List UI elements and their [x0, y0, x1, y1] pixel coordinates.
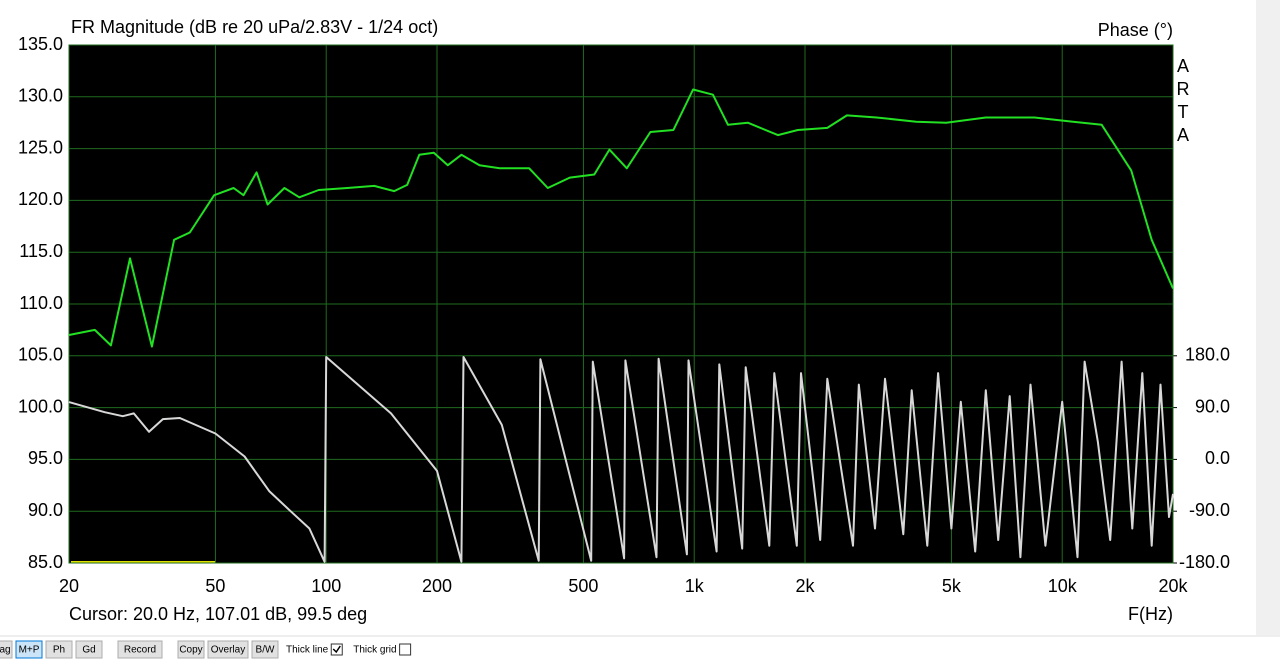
checkbox-label: Thick line: [286, 645, 329, 656]
y-tick-label: 105.0: [18, 345, 63, 365]
toolbar: ag M+P Ph Gd Record Copy Overlay B/W Thick line T…: [0, 640, 412, 659]
checkbox-label: Thick grid: [353, 645, 396, 656]
checkbox-check: [332, 645, 341, 654]
y-tick-label: 115.0: [19, 241, 63, 261]
y-tick-label: 125.0: [18, 137, 63, 157]
toolbar-button[interactable]: [207, 640, 249, 659]
y2-tick-label: -90.0: [1189, 500, 1230, 520]
x-tick-label: 1k: [685, 576, 705, 596]
toolbar-button[interactable]: [177, 640, 205, 659]
toolbar-button[interactable]: [45, 640, 73, 659]
y-tick-label: 95.0: [28, 448, 63, 468]
button-label: M+P: [19, 645, 40, 656]
x-tick-label: 500: [568, 576, 598, 596]
y-tick-label: 90.0: [28, 500, 63, 520]
watermark: ARTA: [1173, 56, 1193, 148]
button-label: ag: [0, 645, 11, 656]
button-label: Overlay: [211, 645, 245, 656]
toolbar-button[interactable]: [117, 640, 163, 659]
plot-frame: [68, 44, 1174, 564]
x-tick-label: 20k: [1158, 576, 1188, 596]
x-tick-label: 200: [422, 576, 452, 596]
checkbox[interactable]: [330, 643, 343, 656]
x-tick-label: 50: [205, 576, 225, 596]
y2-axis-label: Phase (°): [1098, 20, 1173, 40]
y2-tick-label: -180.0: [1179, 552, 1230, 572]
y2-tick-label: 0.0: [1205, 448, 1230, 468]
toolbar-button[interactable]: [251, 640, 279, 659]
toolbar-button[interactable]: [0, 640, 13, 659]
phase-curve: [68, 356, 1174, 563]
y-tick-label: 120.0: [18, 189, 63, 209]
magnitude-curve: [68, 88, 1174, 348]
x-tick-label: 5k: [942, 576, 962, 596]
button-label: B/W: [256, 645, 275, 656]
x-tick-label: 100: [311, 576, 341, 596]
checkbox[interactable]: [399, 643, 412, 656]
x-tick-label: 2k: [795, 576, 815, 596]
button-label: Ph: [53, 645, 65, 656]
chart-title: FR Magnitude (dB re 20 uPa/2.83V - 1/24 …: [71, 17, 438, 37]
y-tick-label: 110.0: [19, 293, 63, 313]
y-tick-label: 135.0: [18, 34, 63, 54]
plot-layer: 20 50 100 200 500 1k 2k 5k 10k 20k 85.0 90.0 95.0 100…: [18, 34, 1230, 596]
y-tick-label: 100.0: [18, 396, 63, 416]
y-tick-label: 85.0: [28, 552, 63, 572]
y-tick-label: 130.0: [18, 86, 63, 106]
cursor-readout: Cursor: 20.0 Hz, 107.01 dB, 99.5 deg: [69, 604, 367, 624]
button-label: Record: [124, 645, 156, 656]
toolbar-button[interactable]: [75, 640, 103, 659]
button-label: Copy: [179, 645, 202, 656]
y2-tick-label: 90.0: [1195, 396, 1230, 416]
toolbar-button[interactable]: [15, 640, 43, 659]
x-tick-label: 20: [59, 576, 79, 596]
x-axis-label: F(Hz): [1128, 604, 1173, 624]
side-panel: [1256, 0, 1280, 635]
button-label: Gd: [82, 645, 95, 656]
y2-tick-label: 180.0: [1185, 345, 1230, 365]
x-tick-label: 10k: [1048, 576, 1078, 596]
